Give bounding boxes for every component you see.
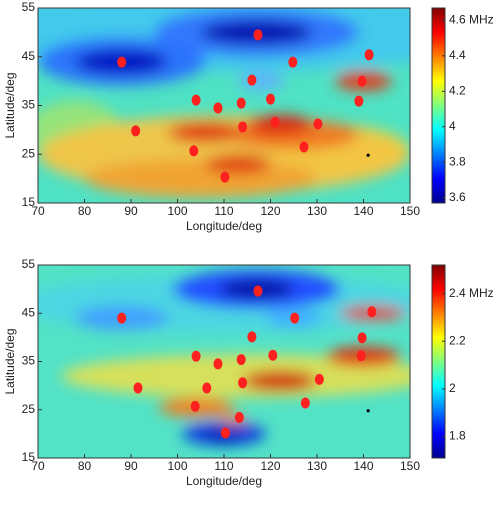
x-tick-label: 110 <box>214 204 233 218</box>
station-point <box>220 427 230 439</box>
station-point <box>290 312 300 324</box>
station-point <box>357 332 367 344</box>
station-point <box>117 312 127 324</box>
y-tick-label: 55 <box>22 257 36 271</box>
colorbar-tick-label: 3.8 <box>449 154 466 168</box>
station-point <box>354 95 364 107</box>
x-tick-label: 120 <box>260 204 280 218</box>
x-tick-label: 150 <box>400 204 420 218</box>
colorbar <box>431 264 446 459</box>
station-point <box>253 29 263 41</box>
station-point <box>288 56 298 68</box>
x-tick-label: 130 <box>307 459 327 473</box>
station-point <box>247 331 257 343</box>
station-point <box>300 397 310 409</box>
x-tick-label: 70 <box>31 459 45 473</box>
x-tick-label: 100 <box>167 459 187 473</box>
station-point <box>190 400 200 412</box>
colorbar-tick-label: 1.8 <box>449 429 466 443</box>
field-blobs <box>38 269 410 446</box>
station-point <box>314 373 324 385</box>
colorbar <box>431 7 446 204</box>
x-tick-label: 140 <box>353 204 373 218</box>
station-point <box>364 49 374 61</box>
station-point <box>202 382 212 394</box>
y-tick-label: 45 <box>22 49 36 63</box>
station-point <box>117 56 127 68</box>
colorbar-tick-label: 3.6 <box>449 190 466 204</box>
station-point <box>213 358 223 370</box>
station-point <box>236 354 246 366</box>
y-axis-label: Latitude/deg <box>3 328 17 394</box>
x-axis-label: Longitude/deg <box>186 219 262 233</box>
station-point <box>313 118 323 130</box>
y-tick-label: 55 <box>22 0 36 14</box>
station-point <box>133 382 143 394</box>
x-tick-label: 80 <box>78 204 92 218</box>
field-blob <box>205 154 271 174</box>
y-tick-label: 45 <box>22 305 36 319</box>
x-tick-label: 110 <box>214 459 233 473</box>
station-point <box>191 94 201 106</box>
field <box>38 8 410 203</box>
x-tick-label: 70 <box>31 204 45 218</box>
x-tick-label: 130 <box>307 204 327 218</box>
x-axis-label: Longitude/deg <box>186 474 262 488</box>
x-tick-label: 90 <box>124 204 138 218</box>
y-axis-label: Latitude/deg <box>3 72 17 138</box>
x-tick-label: 150 <box>400 459 420 473</box>
field <box>38 265 410 458</box>
x-tick-label: 140 <box>353 459 373 473</box>
colorbar-tick-label: 2.4 MHz <box>449 286 494 300</box>
station-point <box>238 377 248 389</box>
station-point <box>356 350 366 362</box>
x-tick-label: 80 <box>78 459 92 473</box>
colorbar-tick-label: 4.4 <box>449 48 466 62</box>
station-point <box>220 171 230 183</box>
y-tick-label: 15 <box>22 195 36 209</box>
field-blob <box>168 122 243 143</box>
y-tick-label: 15 <box>22 450 36 464</box>
station-point <box>247 74 257 86</box>
colorbar-tick-label: 2 <box>449 381 456 395</box>
station-point <box>367 306 377 318</box>
station-point <box>253 285 263 297</box>
x-tick-label: 90 <box>124 459 138 473</box>
station-point <box>213 102 223 114</box>
field-blob <box>61 354 410 398</box>
station-point <box>238 121 248 133</box>
x-tick-label: 100 <box>167 204 187 218</box>
field-blob <box>84 159 317 199</box>
y-tick-label: 25 <box>22 146 36 160</box>
colorbar-tick-label: 4.2 <box>449 83 466 97</box>
station-point <box>131 125 141 137</box>
field-blobs <box>38 8 410 199</box>
station-point <box>266 93 275 105</box>
station-point <box>299 141 309 153</box>
field-blob <box>247 115 313 135</box>
marker-point <box>366 409 370 413</box>
colorbar-tick-label: 2.2 <box>449 333 466 347</box>
station-point <box>268 349 278 361</box>
field-blob <box>237 71 285 91</box>
x-tick-label: 120 <box>260 459 280 473</box>
y-tick-label: 35 <box>22 98 36 112</box>
colorbar-tick-label: 4 <box>449 119 456 133</box>
marker-point <box>366 153 370 157</box>
field-blob <box>242 371 317 391</box>
station-point <box>270 116 280 128</box>
station-point <box>236 97 246 109</box>
station-point <box>189 145 199 157</box>
y-tick-label: 25 <box>22 402 36 416</box>
station-point <box>191 350 201 362</box>
colorbar-tick-label: 4.6 MHz <box>449 13 494 27</box>
y-tick-label: 35 <box>22 354 36 368</box>
station-point <box>234 411 244 423</box>
station-point <box>357 75 367 87</box>
